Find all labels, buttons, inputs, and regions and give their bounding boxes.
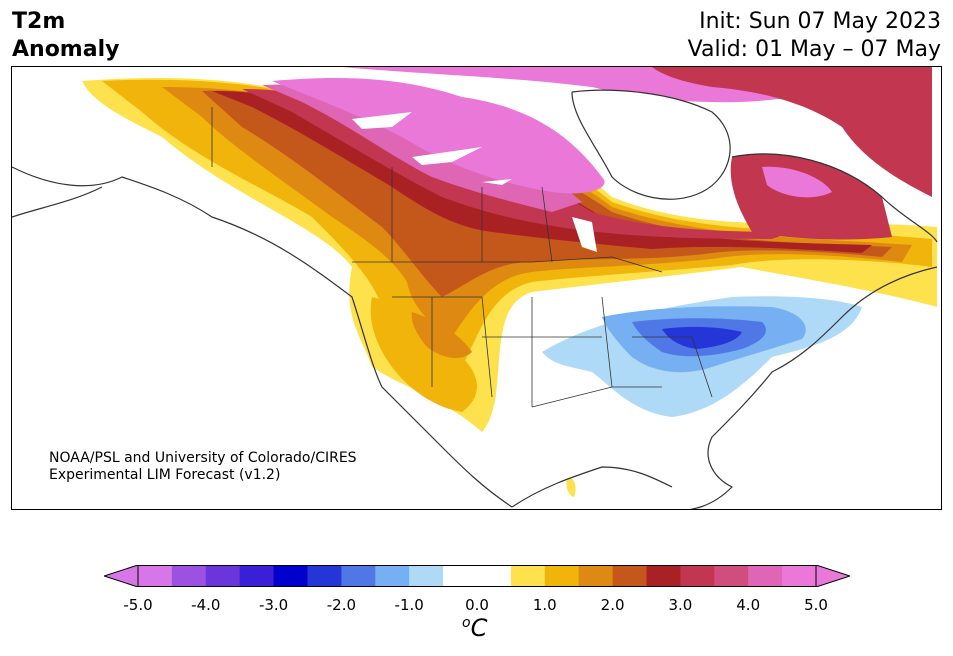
colorbar-min-extension: [104, 565, 139, 587]
init-date: Init: Sun 07 May 2023: [699, 9, 941, 34]
colorbar-unit: oC: [462, 614, 487, 642]
borders: [211, 107, 713, 408]
colorbar-tick-label: -5.0: [123, 596, 153, 614]
baja-warm-blob: [566, 478, 576, 497]
hudson-bay-water: [572, 90, 731, 200]
title-line-2: Anomaly: [12, 37, 120, 62]
colorbar-tick-label: 3.0: [668, 596, 693, 614]
colorbar-cell: [273, 565, 308, 587]
southwest-warm-region: [370, 297, 477, 412]
colorbar-frame: [137, 565, 817, 587]
colorbar-cell: [443, 565, 478, 587]
unit-degree: o: [462, 615, 471, 631]
lake: [352, 112, 412, 129]
credit-line-2: Experimental LIM Forecast (v1.2): [49, 467, 281, 483]
colorbar-cell: [714, 565, 749, 587]
colorbar-tick-label: 0.0: [465, 596, 489, 614]
cold-3c-region: [662, 326, 742, 349]
credit-line-1: NOAA/PSL and University of Colorado/CIRE…: [49, 450, 357, 466]
colorbar-cell: [680, 565, 715, 587]
forecast-dates: Init: Sun 07 May 2023 Valid: 01 May – 07…: [688, 8, 941, 64]
colorbar-cell: [375, 565, 410, 587]
colorbar-cell: [477, 565, 512, 587]
title-line-1: T2m: [12, 9, 66, 34]
colorbar-tick-label: -4.0: [191, 596, 221, 614]
colorbar-ticks: -5.0 -4.0 -3.0 -2.0 -1.0 0.0 1.0 2.0 3.0 4.0 5.0: [0, 596, 953, 616]
colorbar-tick-label: -2.0: [326, 596, 357, 614]
colorbar-cell: [341, 565, 376, 587]
credit-text: NOAA/PSL and University of Colorado/CIRE…: [49, 450, 357, 484]
colorbar-cell: [748, 565, 783, 587]
map-graphic: [12, 67, 938, 509]
anomaly-map[interactable]: [11, 66, 942, 510]
colorbar-tick-label: 5.0: [804, 596, 828, 614]
colorbar-tick-label: -1.0: [394, 596, 424, 614]
colorbar-max-extension: [815, 565, 850, 587]
greenland-anomaly-region: [652, 67, 932, 197]
colorbar-cell: [138, 565, 173, 587]
colorbar-cell: [307, 565, 342, 587]
colorbar-cell: [578, 565, 614, 587]
colorbar-cell: [544, 565, 580, 587]
colorbar: [104, 565, 850, 587]
lake: [572, 217, 597, 252]
colorbar-cell: [239, 565, 275, 587]
southwest-warm-core: [411, 312, 472, 359]
colorbar-tick-label: -3.0: [258, 596, 289, 614]
colorbar-cells: [138, 565, 817, 587]
labrador-peak-region: [762, 166, 832, 198]
unit-celsius: C: [470, 614, 488, 642]
colorbar-cell: [782, 565, 817, 587]
colorbar-tick-label: 1.0: [532, 596, 557, 614]
colorbar-cell: [612, 565, 647, 587]
colorbar-cell: [510, 565, 546, 587]
lake: [412, 147, 482, 165]
lake: [482, 179, 512, 185]
colorbar-cell: [409, 565, 444, 587]
colorbar-tick-label: 4.0: [736, 596, 761, 614]
anomaly-5c-region: [272, 78, 605, 194]
colorbar-cell: [171, 565, 207, 587]
valid-range: Valid: 01 May – 07 May: [687, 37, 941, 62]
colorbar-cell: [205, 565, 241, 587]
coastlines: [12, 89, 938, 509]
colorbar-tick-label: 2.0: [600, 596, 625, 614]
map-title: T2m Anomaly: [12, 8, 119, 64]
colorbar-cell: [646, 565, 681, 587]
